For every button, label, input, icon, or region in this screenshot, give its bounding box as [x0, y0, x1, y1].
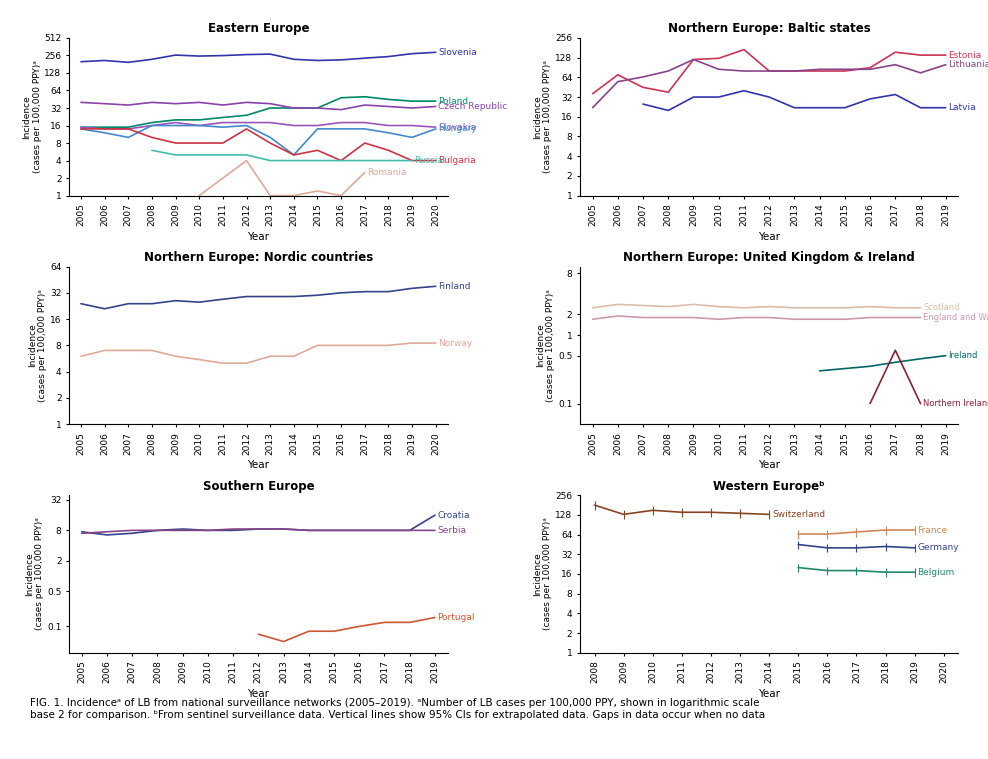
Text: Scotland: Scotland	[923, 304, 959, 312]
Text: Slovakia: Slovakia	[438, 123, 476, 131]
Text: FIG. 1. Incidenceᵃ of LB from national surveillance networks (2005–2019). ᵃNumbe: FIG. 1. Incidenceᵃ of LB from national s…	[30, 698, 765, 720]
Text: Czech Republic: Czech Republic	[438, 102, 507, 111]
Y-axis label: Incidence
(cases per 100,000 PPY)ᵃ: Incidence (cases per 100,000 PPY)ᵃ	[25, 518, 44, 631]
X-axis label: Year: Year	[247, 460, 270, 471]
Text: Northern Ireland: Northern Ireland	[923, 399, 988, 408]
Y-axis label: Incidence
(cases per 100,000 PPY)ᵃ: Incidence (cases per 100,000 PPY)ᵃ	[535, 289, 555, 402]
Text: Bulgaria: Bulgaria	[438, 156, 475, 165]
Title: Eastern Europe: Eastern Europe	[207, 23, 309, 36]
X-axis label: Year: Year	[247, 689, 270, 699]
Text: Finland: Finland	[438, 282, 470, 291]
Text: Lithuania: Lithuania	[948, 60, 988, 69]
Text: Russia: Russia	[414, 156, 444, 165]
Title: Northern Europe: United Kingdom & Ireland: Northern Europe: United Kingdom & Irelan…	[623, 251, 915, 264]
Y-axis label: Incidence
(cases per 100,000 PPY)ᵃ: Incidence (cases per 100,000 PPY)ᵃ	[534, 518, 552, 631]
X-axis label: Year: Year	[247, 231, 270, 241]
Title: Southern Europe: Southern Europe	[203, 480, 314, 493]
Title: Northern Europe: Baltic states: Northern Europe: Baltic states	[668, 23, 870, 36]
Text: Poland: Poland	[438, 96, 468, 106]
Text: Germany: Germany	[918, 543, 959, 553]
Text: Croatia: Croatia	[438, 511, 470, 520]
Text: Belgium: Belgium	[918, 568, 954, 577]
Title: Northern Europe: Nordic countries: Northern Europe: Nordic countries	[143, 251, 373, 264]
Title: Western Europeᵇ: Western Europeᵇ	[713, 480, 825, 493]
Text: Norway: Norway	[438, 339, 472, 348]
Y-axis label: Incidence
(cases per 100,000 PPY)ᵃ: Incidence (cases per 100,000 PPY)ᵃ	[22, 60, 41, 173]
Text: Estonia: Estonia	[948, 51, 981, 60]
X-axis label: Year: Year	[758, 231, 781, 241]
Y-axis label: Incidence
(cases per 100,000 PPY)ᵃ: Incidence (cases per 100,000 PPY)ᵃ	[28, 289, 47, 402]
Text: Romania: Romania	[368, 168, 407, 177]
Text: Ireland: Ireland	[948, 351, 978, 361]
Y-axis label: Incidence
(cases per 100,000 PPY)ᵃ: Incidence (cases per 100,000 PPY)ᵃ	[534, 60, 552, 173]
Text: Switzerland: Switzerland	[772, 510, 825, 519]
Text: Latvia: Latvia	[948, 103, 976, 112]
X-axis label: Year: Year	[758, 689, 781, 699]
Text: England and Wales: England and Wales	[923, 313, 988, 322]
Text: Serbia: Serbia	[438, 526, 466, 535]
Text: Portugal: Portugal	[438, 613, 475, 622]
Text: Hungary: Hungary	[438, 124, 476, 134]
Text: France: France	[918, 525, 947, 534]
X-axis label: Year: Year	[758, 460, 781, 471]
Text: Slovenia: Slovenia	[438, 48, 477, 57]
